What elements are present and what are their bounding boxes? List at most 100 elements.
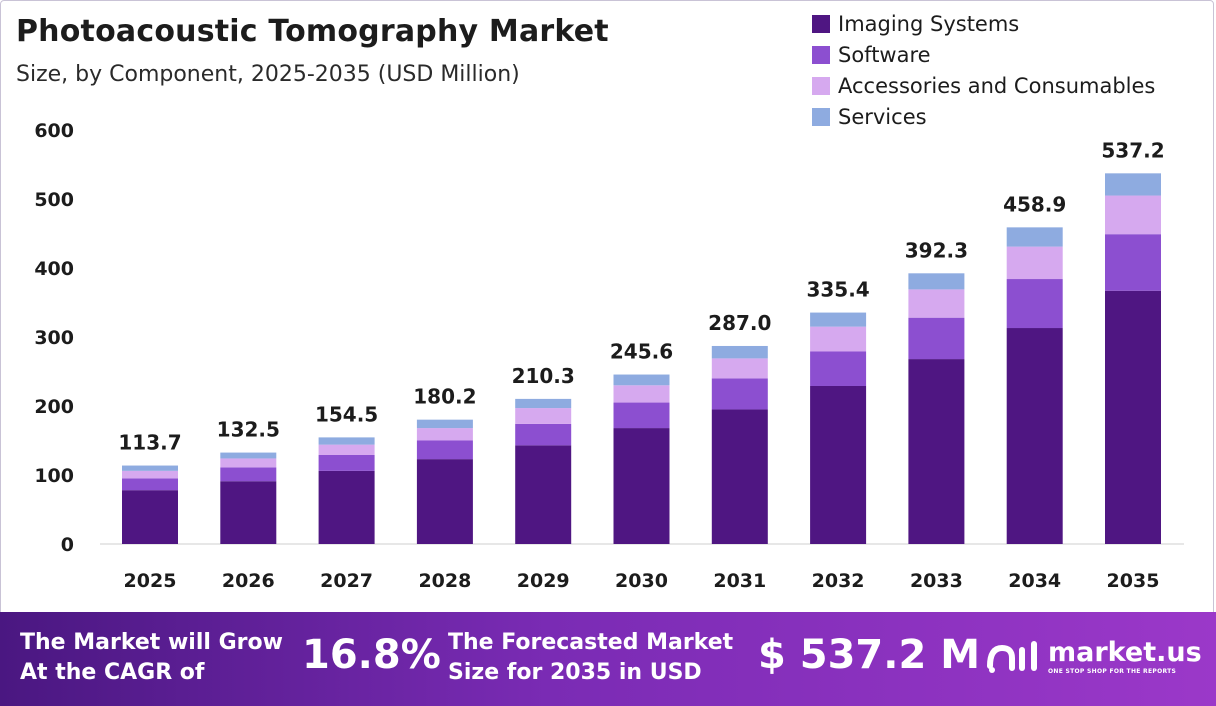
bar-segment-software — [318, 454, 375, 471]
bar-segment-services — [122, 465, 178, 471]
total-data-label: 245.6 — [610, 340, 673, 364]
x-tick-label: 2029 — [517, 570, 570, 592]
logo-text: market.us ONE STOP SHOP FOR THE REPORTS — [1048, 636, 1202, 675]
footer-banner: The Market will Grow At the CAGR of 16.8… — [0, 612, 1216, 706]
cagr-value: 16.8% — [302, 632, 441, 678]
y-tick-label: 200 — [34, 396, 74, 418]
bar-segment-accessories-and-consumables — [1105, 195, 1161, 235]
legend-label: Accessories and Consumables — [838, 73, 1156, 98]
bar-segment-services — [515, 398, 572, 409]
bar-segment-services — [613, 374, 670, 386]
legend-label: Imaging Systems — [838, 11, 1020, 36]
x-tick-label: 2032 — [812, 570, 865, 592]
x-tick-label: 2027 — [320, 570, 373, 592]
bar-segment-imaging-systems — [1105, 290, 1161, 544]
bar-segment-imaging-systems — [318, 470, 375, 544]
y-tick-label: 500 — [34, 189, 74, 211]
bar-segment-services — [711, 345, 768, 359]
total-data-label: 392.3 — [905, 238, 968, 262]
chart-subtitle: Size, by Component, 2025-2035 (USD Milli… — [16, 62, 520, 87]
bar-segment-services — [220, 452, 277, 459]
total-data-label: 154.5 — [315, 402, 378, 426]
legend-swatch — [812, 76, 830, 95]
legend-swatch — [812, 14, 830, 33]
legend-swatch — [812, 45, 830, 64]
y-tick-label: 400 — [34, 258, 74, 280]
bar-segment-imaging-systems — [711, 409, 768, 544]
forecast-value: $ 537.2 M — [758, 632, 981, 678]
bar-segment-software — [416, 440, 473, 460]
bar-segment-services — [908, 273, 965, 290]
bar-segment-accessories-and-consumables — [613, 385, 670, 403]
total-data-label: 113.7 — [118, 431, 181, 455]
chart-legend: Imaging Systems Software Accessories and… — [812, 8, 1155, 132]
bar-segment-services — [810, 312, 867, 327]
market-us-logo: market.us ONE STOP SHOP FOR THE REPORTS — [986, 636, 1202, 676]
logo-icon — [987, 641, 1037, 673]
bar-segment-imaging-systems — [416, 459, 473, 544]
x-tick-label: 2033 — [910, 570, 963, 592]
x-tick-label: 2026 — [222, 570, 275, 592]
x-tick-label: 2035 — [1107, 570, 1160, 592]
legend-item-accessories: Accessories and Consumables — [812, 70, 1155, 101]
total-data-label: 287.0 — [708, 311, 771, 335]
total-data-label: 180.2 — [413, 385, 476, 409]
cagr-label: The Market will Grow At the CAGR of — [20, 628, 283, 688]
x-tick-label: 2034 — [1008, 570, 1061, 592]
legend-item-services: Services — [812, 101, 1155, 132]
x-tick-label: 2025 — [124, 570, 177, 592]
bar-segment-imaging-systems — [908, 359, 965, 544]
stacked-bar-chart: 0 100 200 300 400 500 600 113.7 2025 132.5 2026 154… — [34, 120, 1184, 592]
y-tick-label: 0 — [61, 534, 74, 556]
total-data-label: 132.5 — [217, 418, 280, 442]
bar-segment-accessories-and-consumables — [220, 458, 277, 468]
bar-segment-imaging-systems — [613, 428, 670, 544]
bar-segment-software — [1006, 279, 1063, 329]
bar-segment-accessories-and-consumables — [908, 289, 965, 318]
total-data-label: 210.3 — [512, 364, 575, 388]
bar-segment-software — [122, 478, 178, 491]
bar-segment-accessories-and-consumables — [1006, 246, 1063, 280]
total-data-label: 537.2 — [1101, 138, 1164, 162]
bar-segment-imaging-systems — [122, 490, 178, 544]
bar-segment-accessories-and-consumables — [711, 358, 768, 379]
bar-segment-software — [515, 423, 572, 446]
legend-swatch — [812, 107, 830, 126]
bar-segment-imaging-systems — [515, 445, 572, 544]
bar-segment-software — [613, 402, 670, 429]
bar-segment-imaging-systems — [1006, 328, 1063, 544]
bar-segment-services — [318, 437, 375, 445]
total-data-label: 458.9 — [1003, 192, 1066, 216]
logo-name: market.us — [1048, 636, 1202, 668]
cagr-label-line2: At the CAGR of — [20, 660, 205, 685]
bar-segment-imaging-systems — [810, 385, 867, 544]
bar-segment-accessories-and-consumables — [122, 470, 178, 479]
bar-segment-software — [908, 317, 965, 360]
legend-item-imaging-systems: Imaging Systems — [812, 8, 1155, 39]
cagr-label-line1: The Market will Grow — [20, 630, 283, 655]
legend-label: Services — [838, 104, 927, 129]
bar-segment-software — [220, 467, 277, 482]
bar-segment-services — [1006, 227, 1063, 247]
y-tick-label: 600 — [34, 120, 74, 142]
chart-title: Photoacoustic Tomography Market — [16, 14, 609, 49]
x-tick-label: 2028 — [418, 570, 471, 592]
legend-label: Software — [838, 42, 931, 67]
x-tick-label: 2031 — [713, 570, 766, 592]
bar-segment-software — [711, 378, 768, 410]
bar-segment-services — [416, 419, 473, 429]
y-tick-label: 100 — [34, 465, 74, 487]
y-tick-label: 300 — [34, 327, 74, 349]
forecast-label-line2: Size for 2035 in USD — [448, 660, 702, 685]
forecast-label-line1: The Forecasted Market — [448, 630, 734, 655]
forecast-label: The Forecasted Market Size for 2035 in U… — [448, 628, 733, 688]
total-data-label: 335.4 — [806, 278, 869, 302]
logo-tagline: ONE STOP SHOP FOR THE REPORTS — [1048, 667, 1177, 675]
bar-segment-accessories-and-consumables — [318, 444, 375, 455]
x-tick-label: 2030 — [615, 570, 668, 592]
bar-segment-software — [810, 351, 867, 386]
bar-segment-accessories-and-consumables — [810, 326, 867, 352]
bar-segment-accessories-and-consumables — [515, 408, 572, 424]
legend-item-software: Software — [812, 39, 1155, 70]
bar-segment-imaging-systems — [220, 481, 277, 544]
